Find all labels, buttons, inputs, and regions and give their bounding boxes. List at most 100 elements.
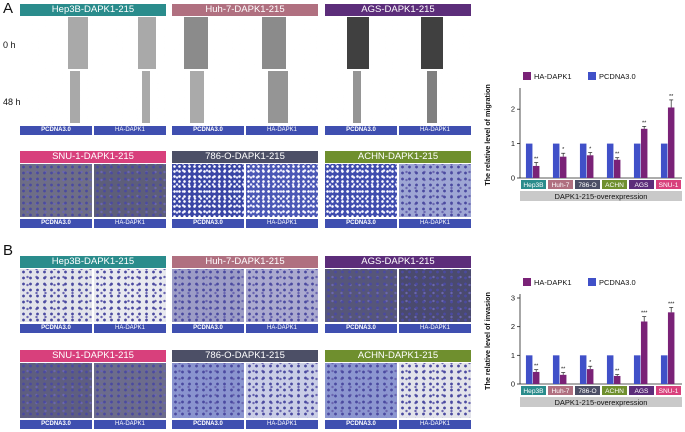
header-hep3b-invasion: Hep3B-DAPK1-215: [20, 256, 166, 268]
wound-image-ags-48h: [325, 71, 471, 123]
migration-legend-swatch-hadapk1: [523, 72, 531, 80]
migration-xlabel: DAPK1-215-overexpression: [555, 192, 648, 201]
invasion-significance-0: **: [534, 364, 539, 370]
footer-pcdna-786o-migration: PCDNA3.0: [172, 219, 244, 228]
invasion-significance-2: *: [589, 360, 592, 366]
wound-image-huh7-0h: [172, 17, 318, 69]
invasion-bar-pcdna-3: [606, 355, 614, 384]
invasion-category-label-2: 786-O: [578, 388, 596, 395]
header-snu1-invasion: SNU-1-DAPK1-215: [20, 350, 166, 362]
header-achn-migration: ACHN-DAPK1-215: [325, 151, 471, 163]
footer-pcdna-786o-invasion: PCDNA3.0: [172, 420, 244, 429]
footer-hadapk1-huh7-migration: HA-DAPK1: [246, 126, 318, 135]
migration-bar-pcdna-0: [525, 143, 533, 178]
migration-category-box-4: [629, 180, 654, 189]
wound-image-huh7-48h: [172, 71, 318, 123]
header-huh7-migration: Huh-7-DAPK1-215: [172, 4, 318, 16]
header-786o-invasion: 786-O-DAPK1-215: [172, 350, 318, 362]
wound-image-hep3b-0h: [20, 17, 166, 69]
migration-bar-pcdna-3: [606, 143, 614, 178]
transwell-image-snu1-pcdna: [20, 164, 92, 217]
footer-hadapk1-snu1-migration: HA-DAPK1: [94, 219, 166, 228]
footer-pcdna-hep3b-invasion: PCDNA3.0: [20, 324, 92, 333]
migration-category-box-5: [656, 180, 681, 189]
footer-hadapk1-huh7-invasion: HA-DAPK1: [246, 324, 318, 333]
invasion-bar-hadapk1-5: [667, 312, 675, 384]
invasion-significance-4: ***: [641, 311, 648, 317]
migration-legend-label-hadapk1: HA-DAPK1: [534, 72, 572, 81]
invasion-category-label-4: AGS: [635, 388, 650, 395]
header-achn-invasion: ACHN-DAPK1-215: [325, 350, 471, 362]
panel-letter-b: B: [3, 242, 14, 259]
invasion-ytick-label-2: 2: [511, 322, 515, 331]
invasion-category-box-4: [629, 386, 654, 395]
invasion-category-box-3: [602, 386, 627, 395]
migration-significance-4: **: [642, 120, 647, 126]
migration-legend-label-pcdna: PCDNA3.0: [599, 72, 636, 81]
invasion-xlabel-box: [520, 397, 682, 407]
migration-bar-hadapk1-5: [667, 107, 675, 178]
footer-pcdna-huh7-invasion: PCDNA3.0: [172, 324, 244, 333]
invasion-significance-3: **: [615, 369, 620, 375]
header-snu1-migration: SNU-1-DAPK1-215: [20, 151, 166, 163]
migration-category-box-0: [521, 180, 546, 189]
migration-category-label-5: SNU-1: [659, 182, 679, 189]
footer-pcdna-achn-migration: PCDNA3.0: [325, 219, 397, 228]
invasion-image-achn-hadapk1: [399, 363, 471, 418]
migration-category-label-0: Hep3B: [523, 182, 544, 189]
migration-bar-hadapk1-1: [559, 156, 567, 178]
invasion-bar-hadapk1-1: [559, 374, 567, 384]
migration-bar-hadapk1-0: [532, 165, 540, 178]
migration-significance-0: **: [534, 157, 539, 163]
footer-pcdna-ags-invasion: PCDNA3.0: [325, 324, 397, 333]
invasion-image-hep3b-pcdna: [20, 269, 92, 322]
invasion-xlabel: DAPK1-215-overexpression: [555, 398, 648, 407]
migration-category-label-2: 786-O: [578, 182, 596, 189]
footer-hadapk1-hep3b-invasion: HA-DAPK1: [94, 324, 166, 333]
invasion-image-ags-hadapk1: [399, 269, 471, 322]
invasion-bar-hadapk1-2: [586, 369, 594, 384]
invasion-image-ags-pcdna: [325, 269, 397, 322]
migration-ytick-label-0: 0: [511, 174, 515, 183]
footer-pcdna-huh7-migration: PCDNA3.0: [172, 126, 244, 135]
invasion-bar-hadapk1-4: [640, 321, 648, 384]
invasion-category-box-2: [575, 386, 600, 395]
row-label-48h: 48 h: [3, 97, 21, 107]
invasion-significance-5: ***: [668, 301, 675, 307]
transwell-image-786o-hadapk1: [246, 164, 318, 217]
migration-significance-2: *: [589, 147, 592, 153]
invasion-category-box-5: [656, 386, 681, 395]
invasion-image-snu1-pcdna: [20, 363, 92, 418]
invasion-image-snu1-hadapk1: [94, 363, 166, 418]
migration-category-label-3: ACHN: [605, 182, 624, 189]
invasion-bar-pcdna-2: [579, 355, 587, 384]
invasion-legend-label-pcdna: PCDNA3.0: [599, 278, 636, 287]
migration-category-label-4: AGS: [635, 182, 650, 189]
footer-hadapk1-snu1-invasion: HA-DAPK1: [94, 420, 166, 429]
migration-category-box-3: [602, 180, 627, 189]
invasion-category-label-0: Hep3B: [523, 388, 544, 395]
wound-image-hep3b-48h: [20, 71, 166, 123]
invasion-ytick-label-1: 1: [511, 351, 515, 360]
invasion-bar-pcdna-4: [633, 355, 641, 384]
invasion-bar-hadapk1-0: [532, 371, 540, 384]
migration-ylabel: The relative level of migration: [483, 84, 492, 185]
footer-pcdna-snu1-invasion: PCDNA3.0: [20, 420, 92, 429]
transwell-image-snu1-hadapk1: [94, 164, 166, 217]
invasion-image-huh7-hadapk1: [246, 269, 318, 322]
migration-bar-hadapk1-2: [586, 155, 594, 178]
footer-hadapk1-786o-invasion: HA-DAPK1: [246, 420, 318, 429]
invasion-image-786o-hadapk1: [246, 363, 318, 418]
invasion-bar-pcdna-0: [525, 355, 533, 384]
migration-legend-swatch-pcdna: [588, 72, 596, 80]
footer-pcdna-achn-invasion: PCDNA3.0: [325, 420, 397, 429]
migration-bar-pcdna-4: [633, 143, 641, 178]
invasion-bar-chart: The relative level of invasion 0 1 2 3 ** Hep3…: [483, 278, 682, 407]
migration-bar-pcdna-1: [552, 143, 560, 178]
invasion-legend-swatch-hadapk1: [523, 278, 531, 286]
transwell-image-achn-pcdna: [325, 164, 397, 217]
migration-category-label-1: Huh-7: [552, 182, 570, 189]
transwell-image-786o-pcdna: [172, 164, 244, 217]
invasion-image-huh7-pcdna: [172, 269, 244, 322]
wound-image-ags-0h: [325, 17, 471, 69]
